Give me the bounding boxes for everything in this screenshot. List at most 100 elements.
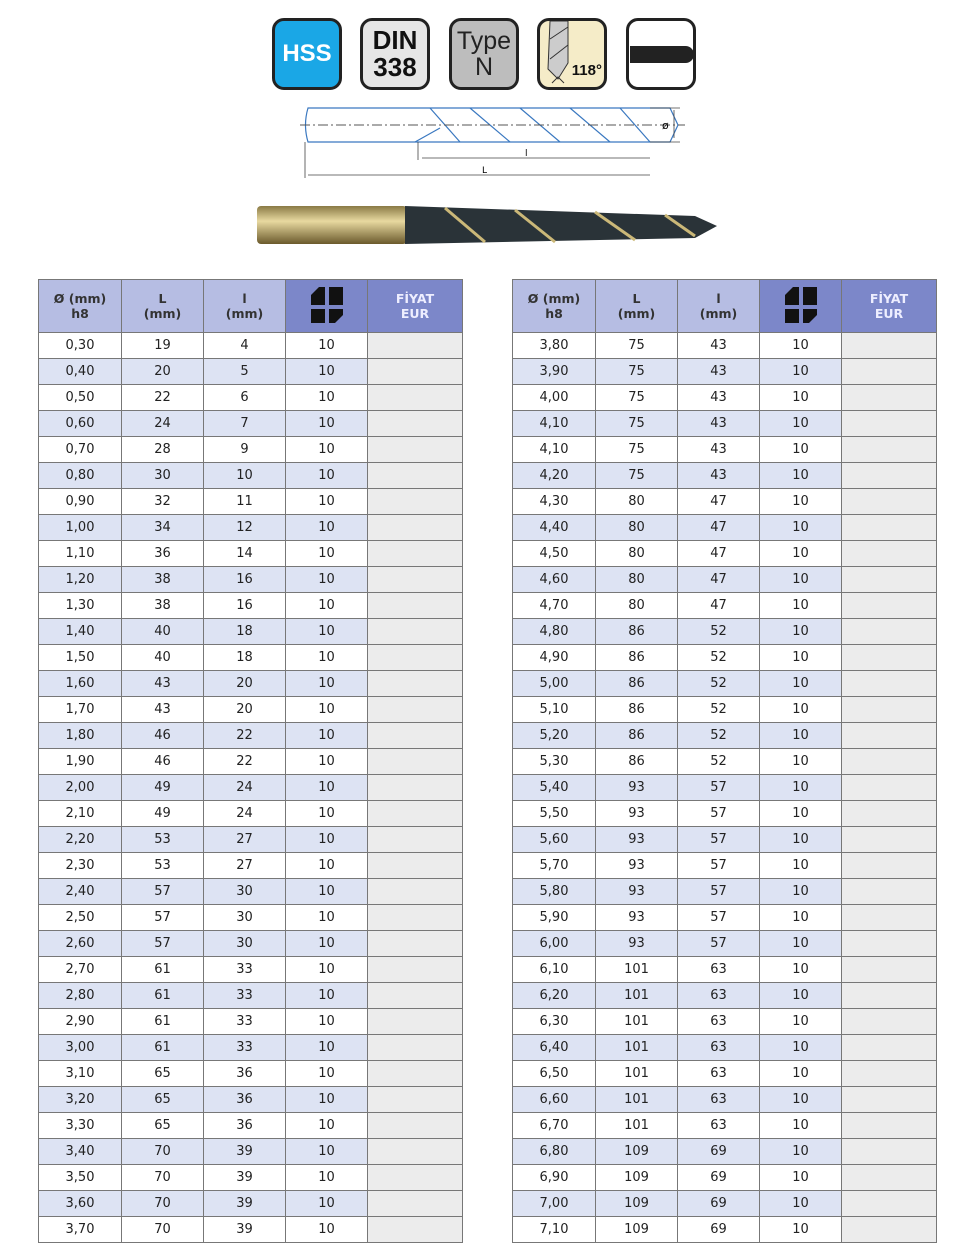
pack-qty-cell: 10 (759, 670, 842, 697)
pack-qty-cell: 10 (759, 826, 842, 853)
length-cell: 32 (121, 488, 204, 515)
pack-qty-cell: 10 (285, 462, 368, 489)
price-cell (367, 800, 463, 827)
length-cell: 109 (595, 1190, 678, 1217)
flute-length-cell: 18 (203, 618, 286, 645)
length-cell: 109 (595, 1138, 678, 1165)
diameter-cell: 6,90 (512, 1164, 596, 1191)
price-header: FİYAT EUR (367, 279, 463, 333)
length-cell: 65 (121, 1086, 204, 1113)
length-cell: 93 (595, 878, 678, 905)
pack-qty-cell: 10 (759, 410, 842, 437)
diameter-cell: 1,30 (38, 592, 122, 619)
flute-length-cell: 69 (677, 1216, 760, 1243)
pack-qty-cell: 10 (285, 488, 368, 515)
diameter-cell: 6,10 (512, 956, 596, 983)
price-cell (841, 332, 937, 359)
package-quantity-header (285, 279, 368, 333)
price-cell (367, 644, 463, 671)
table-row: 7,10 109 69 10 (512, 1216, 937, 1243)
table-row: 3,90 75 43 10 (512, 358, 937, 385)
pack-qty-cell: 10 (759, 436, 842, 463)
price-cell (367, 332, 463, 359)
price-cell (367, 826, 463, 853)
price-cell (367, 748, 463, 775)
flute-length-cell: 36 (203, 1086, 286, 1113)
flute-length-cell: 27 (203, 826, 286, 853)
pack-qty-cell: 10 (759, 800, 842, 827)
pack-qty-cell: 10 (759, 852, 842, 879)
flute-length-cell: 52 (677, 644, 760, 671)
pack-qty-cell: 10 (285, 514, 368, 541)
length-cell: 46 (121, 722, 204, 749)
price-cell (367, 1190, 463, 1217)
table-row: 4,10 75 43 10 (512, 410, 937, 437)
type-badge: Type N (449, 18, 519, 90)
price-cell (841, 748, 937, 775)
diameter-cell: 5,20 (512, 722, 596, 749)
length-cell: 80 (595, 566, 678, 593)
price-cell (841, 462, 937, 489)
flute-length-cell: 36 (203, 1112, 286, 1139)
table-row: 4,10 75 43 10 (512, 436, 937, 463)
length-cell: 80 (595, 514, 678, 541)
length-cell: 93 (595, 930, 678, 957)
table-row: 3,00 61 33 10 (38, 1034, 463, 1061)
price-cell (841, 956, 937, 983)
table-row: 2,70 61 33 10 (38, 956, 463, 983)
table-row: 4,90 86 52 10 (512, 644, 937, 671)
pack-qty-cell: 10 (759, 644, 842, 671)
length-cell: 86 (595, 644, 678, 671)
table-row: 6,10 101 63 10 (512, 956, 937, 983)
price-cell (841, 670, 937, 697)
length-cell: 43 (121, 670, 204, 697)
diameter-cell: 5,90 (512, 904, 596, 931)
flute-length-cell: 47 (677, 514, 760, 541)
pack-qty-cell: 10 (285, 956, 368, 983)
table-row: 3,50 70 39 10 (38, 1164, 463, 1191)
diameter-label: ø (662, 119, 669, 132)
technical-drawing: ø l L (300, 107, 685, 178)
flute-length-cell: 69 (677, 1138, 760, 1165)
diameter-header: Ø (mm) h8 (38, 279, 122, 333)
table-row: 0,70 28 9 10 (38, 436, 463, 463)
diameter-cell: 6,00 (512, 930, 596, 957)
length-cell: 101 (595, 1060, 678, 1087)
length-cell: 40 (121, 618, 204, 645)
pack-qty-cell: 10 (759, 696, 842, 723)
pack-qty-cell: 10 (285, 878, 368, 905)
flute-length-cell: 63 (677, 982, 760, 1009)
pack-qty-cell: 10 (759, 514, 842, 541)
length-cell: 53 (121, 826, 204, 853)
price-cell (367, 1086, 463, 1113)
table-row: 1,30 38 16 10 (38, 592, 463, 619)
hss-badge: HSS (272, 18, 342, 90)
diameter-cell: 0,40 (38, 358, 122, 385)
pack-qty-cell: 10 (285, 696, 368, 723)
diameter-cell: 6,60 (512, 1086, 596, 1113)
diameter-cell: 5,10 (512, 696, 596, 723)
pack-qty-cell: 10 (759, 1060, 842, 1087)
standard-label: DIN (372, 24, 418, 55)
pack-qty-cell: 10 (759, 956, 842, 983)
price-cell (841, 774, 937, 801)
length-cell: 109 (595, 1164, 678, 1191)
length-cell: 86 (595, 618, 678, 645)
table-row: 6,70 101 63 10 (512, 1112, 937, 1139)
diameter-cell: 6,70 (512, 1112, 596, 1139)
price-cell (367, 1008, 463, 1035)
price-cell (841, 1112, 937, 1139)
flute-length-cell: 63 (677, 1034, 760, 1061)
price-header: FİYAT EUR (841, 279, 937, 333)
price-cell (841, 982, 937, 1009)
pack-qty-cell: 10 (285, 1216, 368, 1243)
table-row: 7,00 109 69 10 (512, 1190, 937, 1217)
table-row: 5,00 86 52 10 (512, 670, 937, 697)
flute-length-cell: 47 (677, 592, 760, 619)
diameter-cell: 1,80 (38, 722, 122, 749)
table-row: 1,40 40 18 10 (38, 618, 463, 645)
table-row: 1,50 40 18 10 (38, 644, 463, 671)
diameter-cell: 5,40 (512, 774, 596, 801)
diameter-cell: 4,80 (512, 618, 596, 645)
pack-qty-cell: 10 (759, 904, 842, 931)
